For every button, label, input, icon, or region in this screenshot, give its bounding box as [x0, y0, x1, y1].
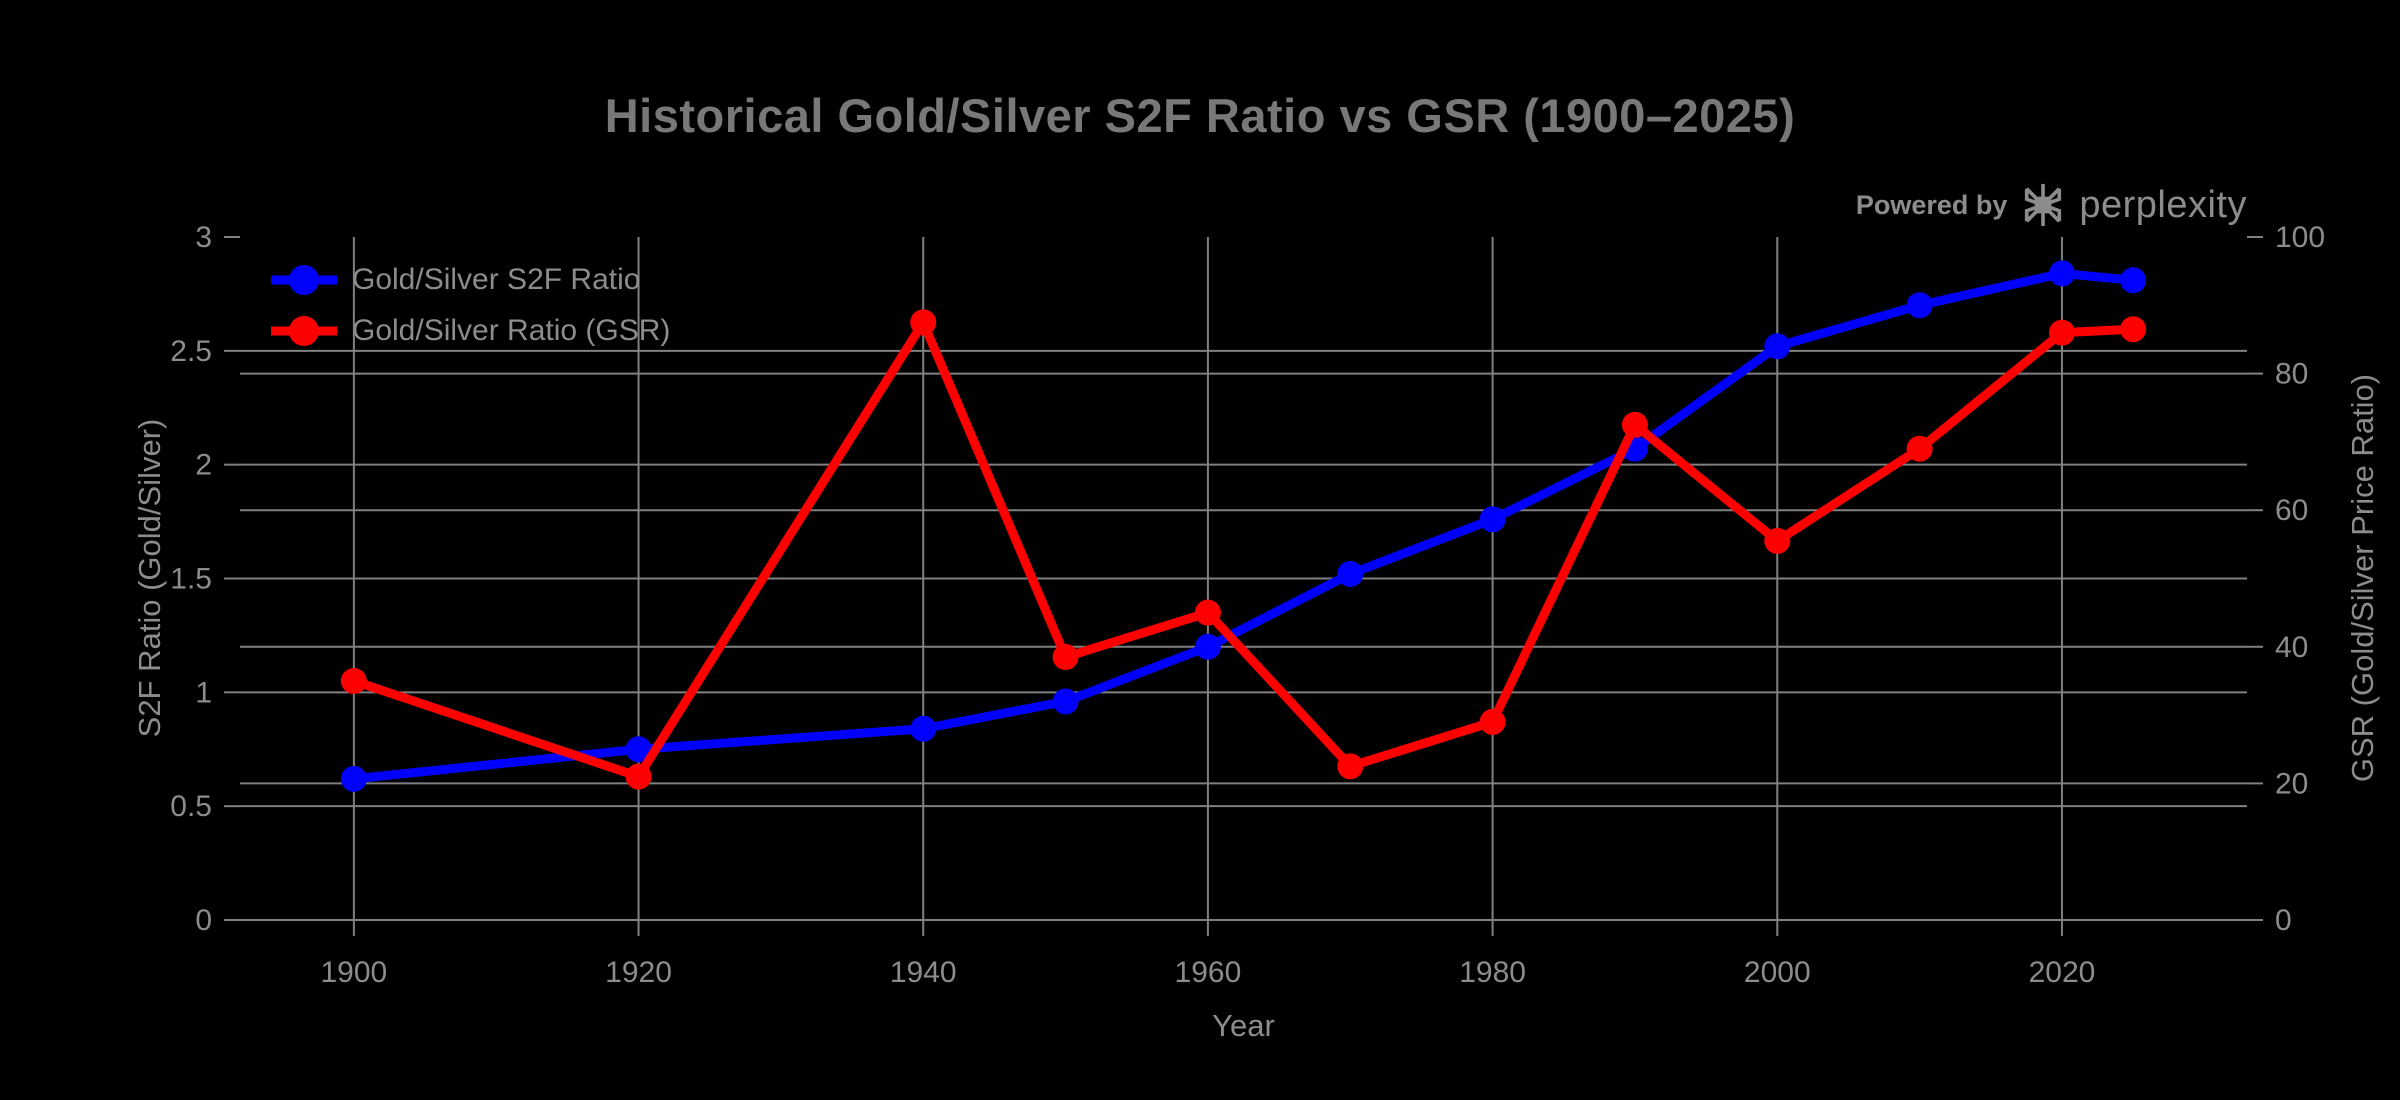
legend-item-label: Gold/Silver S2F Ratio: [352, 263, 641, 296]
branding: Powered by perplexity: [0, 182, 2247, 228]
data-point-marker[interactable]: [1906, 292, 1933, 319]
data-point-marker[interactable]: [2048, 319, 2075, 346]
x-tick-label: 1940: [890, 956, 957, 989]
data-point-marker[interactable]: [2120, 267, 2147, 294]
x-tick-label: 1900: [320, 956, 387, 989]
data-point-marker[interactable]: [625, 736, 652, 763]
y-left-tick-label: 3: [195, 221, 212, 254]
data-point-marker[interactable]: [1479, 708, 1506, 735]
x-axis-title: Year: [1212, 1008, 1275, 1043]
powered-by-label: Powered by: [1855, 189, 2008, 220]
series-line-s2f[interactable]: [349, 268, 2138, 784]
data-point-marker[interactable]: [1194, 599, 1221, 626]
data-point-marker[interactable]: [1764, 527, 1791, 554]
y-right-tick-label: 100: [2275, 221, 2325, 254]
y-right-tick-label: 0: [2275, 904, 2292, 937]
y-right-tick-label: 20: [2275, 767, 2308, 800]
data-point-marker[interactable]: [340, 667, 367, 694]
data-point-marker[interactable]: [1479, 506, 1506, 533]
legend-item-label: Gold/Silver Ratio (GSR): [352, 314, 671, 347]
data-point-marker[interactable]: [1337, 753, 1364, 780]
data-point-marker[interactable]: [1906, 435, 1933, 462]
data-point-marker[interactable]: [340, 765, 367, 792]
y-axis-title-left: S2F Ratio (Gold/Silver): [132, 418, 167, 738]
data-point-marker[interactable]: [1052, 644, 1079, 671]
perplexity-logo-icon: [2025, 183, 2062, 227]
y-right-tick-label: 60: [2275, 494, 2308, 527]
tick-marks: [224, 236, 2263, 936]
x-tick-label: 1960: [1175, 956, 1242, 989]
legend-swatch-line-dot-icon: [271, 265, 337, 295]
data-point-marker[interactable]: [1337, 560, 1364, 587]
data-point-marker[interactable]: [1052, 688, 1079, 715]
x-tick-label: 1920: [605, 956, 672, 989]
data-point-marker[interactable]: [910, 309, 937, 336]
y-axis-title-right: GSR (Gold/Silver Price Ratio): [2345, 373, 2380, 783]
tick-labels: 0 0.5 1 1.5 2 2.5 3 0 20 40 60 80 100 1900 1920 1940 196…: [170, 221, 2325, 989]
chart-title: Historical Gold/Silver S2F Ratio vs GSR …: [604, 89, 1796, 142]
data-point-marker[interactable]: [2048, 260, 2075, 287]
y-right-tick-label: 80: [2275, 358, 2308, 391]
data-point-marker[interactable]: [910, 715, 937, 742]
x-tick-label: 2020: [2029, 956, 2096, 989]
y-left-tick-label: 2: [195, 449, 212, 482]
legend-item-s2f-ratio[interactable]: Gold/Silver S2F Ratio: [268, 260, 670, 300]
y-left-tick-label: 0.5: [170, 790, 212, 823]
data-point-marker[interactable]: [625, 763, 652, 790]
legend-swatch-line-dot-icon: [271, 316, 337, 346]
legend-item-gsr[interactable]: Gold/Silver Ratio (GSR): [268, 311, 670, 351]
data-point-marker[interactable]: [2120, 316, 2147, 343]
y-right-tick-label: 40: [2275, 631, 2308, 664]
y-left-tick-label: 2.5: [170, 335, 212, 368]
y-left-tick-label: 0: [195, 904, 212, 937]
y-left-tick-label: 1: [195, 676, 212, 709]
x-tick-label: 2000: [1744, 956, 1811, 989]
series-line-gsr[interactable]: [349, 317, 2138, 782]
data-point-marker[interactable]: [1621, 411, 1648, 438]
data-point-marker[interactable]: [1764, 333, 1791, 360]
y-left-tick-label: 1.5: [170, 563, 212, 596]
legend: Gold/Silver S2F Ratio Gold/Silver Ratio …: [268, 260, 670, 351]
x-tick-label: 1980: [1459, 956, 1526, 989]
data-point-marker[interactable]: [1194, 633, 1221, 660]
perplexity-wordmark: perplexity: [2079, 183, 2247, 226]
